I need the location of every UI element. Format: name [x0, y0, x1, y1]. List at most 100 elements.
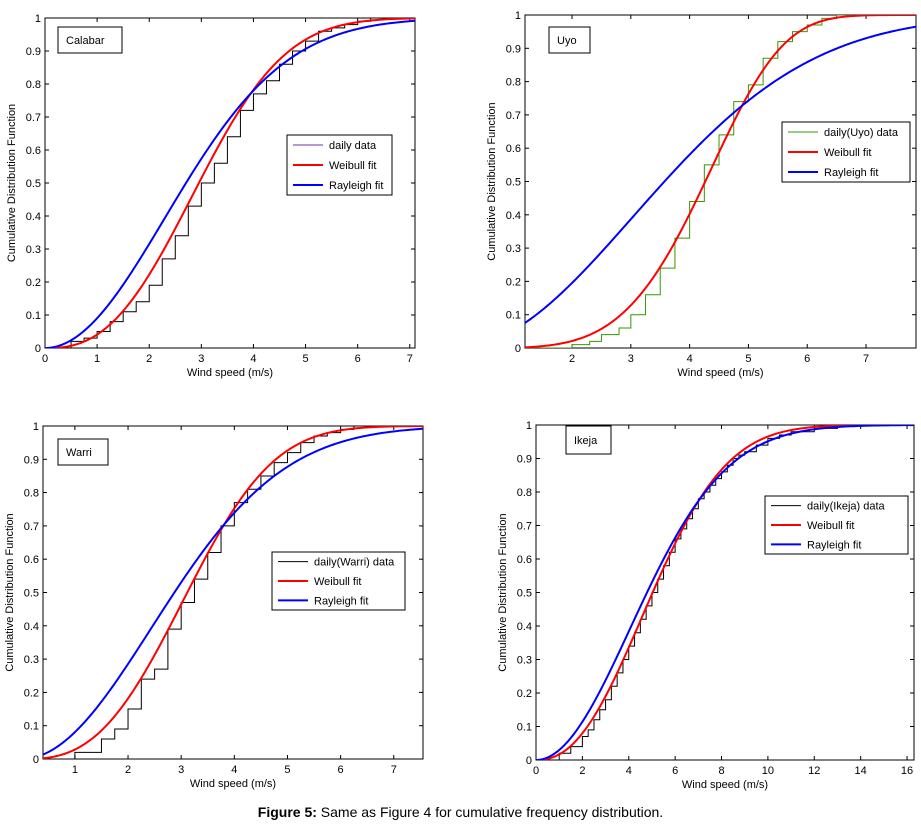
chart-4-y-tick-label: 0.6: [517, 554, 532, 566]
chart-2-legend-label: Weibull fit: [824, 147, 871, 159]
chart-1-y-axis-label: Cumulative Distribution Function: [6, 104, 18, 262]
chart-2-y-tick-label: 0.9: [506, 43, 521, 55]
chart-3-x-tick-label: 4: [231, 764, 237, 776]
chart-2-y-tick-label: 1: [515, 10, 521, 22]
chart-2-y-tick-label: 0.1: [506, 310, 521, 322]
chart-3-title: Warri: [66, 447, 92, 459]
chart-2-x-tick-label: 5: [745, 353, 751, 365]
chart-3-legend-label: daily(Warri) data: [314, 557, 395, 569]
chart-3-legend-label: Rayleigh fit: [314, 595, 368, 607]
chart-4-legend-label: Rayleigh fit: [807, 539, 861, 551]
chart-4-title-box: [565, 425, 612, 455]
chart-1-rayleigh-line: [45, 19, 415, 348]
chart-1-y-tick-label: 0.5: [26, 178, 41, 190]
chart-3-y-tick-label: 0.7: [24, 521, 39, 533]
chart-3-x-axis-label: Wind speed (m/s): [190, 778, 276, 790]
chart-2-y-tick-label: 0.3: [506, 243, 521, 255]
chart-4-y-tick-label: 0.8: [517, 487, 532, 499]
chart-4-x-tick-label: 4: [626, 765, 632, 777]
chart-2-title-box: [548, 26, 591, 54]
chart-3-x-tick-label: 3: [178, 764, 184, 776]
chart-4-x-tick-label: 14: [855, 765, 867, 777]
chart-4-legend: daily(Ikeja) data Weibull fit Rayleigh fit: [764, 495, 909, 555]
chart-1-x-tick-label: 3: [198, 353, 204, 365]
chart-1-x-tick-label: 6: [355, 353, 361, 365]
chart-3-weibull-line: [43, 426, 423, 759]
chart-4-y-tick-label: 0.2: [517, 688, 532, 700]
chart-2-x-tick-label: 2: [569, 353, 575, 365]
chart-1-title-box: [57, 26, 123, 54]
chart-2-series-data: [525, 15, 916, 348]
chart-1-x-tick-label: 2: [146, 353, 152, 365]
chart-1-y-tick-label: 0.9: [26, 46, 41, 58]
chart-1-x-tick-label: 4: [250, 353, 256, 365]
chart-4-x-tick-label: 16: [901, 765, 913, 777]
chart-3-y-tick-label: 0.8: [24, 488, 39, 500]
chart-3-y-tick-label: 0: [33, 754, 39, 766]
chart-4-x-tick-label: 10: [762, 765, 774, 777]
chart-1: 0 1 2 3 4 5 6 7 0 0.1 0.2 0.3 0.4 0.5 0.6 0.7 0.8 0.9 1 Win…: [6, 13, 416, 379]
chart-1-x-tick-label: 0: [42, 353, 48, 365]
chart-1-legend-label: Rayleigh fit: [329, 180, 383, 192]
chart-2-x-tick-label: 6: [804, 353, 810, 365]
chart-1-y-tick-label: 1: [35, 13, 41, 25]
chart-4-x-tick-label: 0: [533, 765, 539, 777]
chart-3-series-data: [43, 426, 423, 759]
chart-4-y-tick-label: 0.5: [517, 588, 532, 600]
chart-3-x-tick-label: 7: [391, 764, 397, 776]
chart-3-legend: daily(Warri) data Weibull fit Rayleigh fit: [271, 551, 406, 611]
chart-2-y-tick-label: 0.7: [506, 110, 521, 122]
chart-3-y-tick-label: 0.5: [24, 588, 39, 600]
chart-4-y-tick-label: 1: [526, 420, 532, 432]
chart-2-y-tick-label: 0.4: [506, 210, 521, 222]
figure-caption: Figure 5: Same as Figure 4 for cumulativ…: [0, 804, 921, 820]
chart-2: 2 3 4 5 6 7 0 0.1 0.2 0.3 0.4 0.5 0.6 0.7 0.8 0.9 1 Wind …: [486, 10, 917, 379]
chart-3: 1 2 3 4 5 6 7 0 0.1 0.2 0.3 0.4 0.5 0.6 0.7 0.8 0.9 1 Wind…: [4, 421, 424, 790]
chart-4-x-tick-label: 6: [672, 765, 678, 777]
chart-3-y-tick-label: 0.4: [24, 621, 39, 633]
chart-3-x-tick-label: 6: [338, 764, 344, 776]
chart-2-legend-label: Rayleigh fit: [824, 167, 878, 179]
chart-1-y-tick-label: 0.2: [26, 277, 41, 289]
chart-4-x-tick-label: 12: [808, 765, 820, 777]
chart-4-rayleigh-line: [536, 425, 914, 760]
chart-2-x-axis-label: Wind speed (m/s): [677, 367, 763, 379]
chart-2-x-tick-label: 3: [628, 353, 634, 365]
chart-1-y-tick-label: 0: [35, 343, 41, 355]
chart-1-x-axis-label: Wind speed (m/s): [187, 367, 273, 379]
chart-4-x-tick-label: 2: [579, 765, 585, 777]
chart-2-weibull-line: [525, 15, 916, 348]
chart-4-y-tick-label: 0.9: [517, 454, 532, 466]
chart-2-y-tick-label: 0.2: [506, 276, 521, 288]
chart-2-rayleigh-line: [525, 25, 916, 324]
chart-3-y-tick-label: 0.3: [24, 654, 39, 666]
chart-3-y-axis-label: Cumulative Distribution Function: [4, 513, 16, 671]
figure-caption-text: Same as Figure 4 for cumulative frequenc…: [316, 804, 664, 820]
chart-4-y-tick-label: 0.1: [517, 722, 532, 734]
chart-2-x-tick-label: 7: [863, 353, 869, 365]
chart-4-legend-label: daily(Ikeja) data: [807, 501, 886, 513]
chart-4-y-tick-label: 0.3: [517, 655, 532, 667]
chart-1-y-tick-label: 0.3: [26, 244, 41, 256]
chart-3-y-tick-label: 0.2: [24, 687, 39, 699]
chart-1-legend-label: daily data: [329, 140, 377, 152]
chart-4: 0 2 4 6 8 10 12 14 16 0 0.1 0.2 0.3 0.4 0.5 0.6 0.7 0.8 0.…: [497, 420, 915, 791]
chart-3-y-tick-label: 0.1: [24, 721, 39, 733]
chart-3-title-box: [57, 438, 109, 466]
chart-2-y-tick-label: 0: [515, 343, 521, 355]
chart-4-y-tick-label: 0.7: [517, 521, 532, 533]
chart-4-title: Ikeja: [574, 435, 598, 447]
chart-3-y-tick-label: 0.6: [24, 554, 39, 566]
chart-4-axes-box: [535, 424, 915, 761]
chart-2-y-tick-label: 0.6: [506, 143, 521, 155]
chart-3-x-tick-label: 1: [72, 764, 78, 776]
chart-1-title: Calabar: [66, 35, 105, 47]
chart-3-rayleigh-line: [43, 427, 423, 756]
chart-1-series-data: [45, 18, 415, 348]
chart-1-weibull-line: [45, 18, 415, 348]
chart-1-y-tick-label: 0.4: [26, 211, 41, 223]
chart-1-x-tick-label: 1: [94, 353, 100, 365]
chart-3-legend-label: Weibull fit: [314, 576, 361, 588]
chart-4-y-tick-label: 0.4: [517, 621, 532, 633]
chart-2-legend-label: daily(Uyo) data: [824, 127, 899, 139]
